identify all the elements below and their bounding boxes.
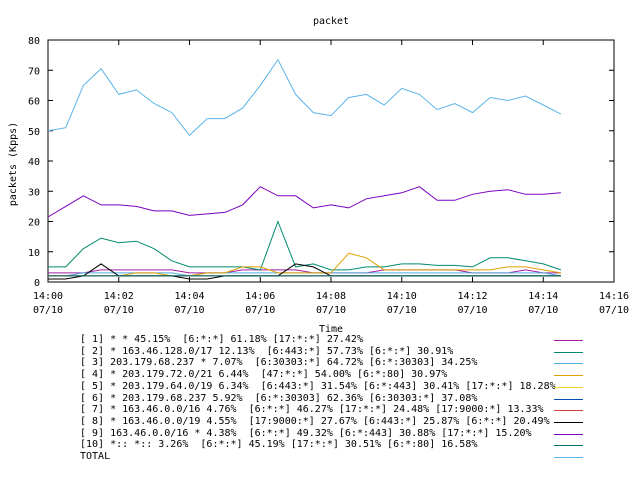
legend-item: [ 9] 163.46.0.0/16 * 4.38% [6:*:*] 49.32… [80,428,600,440]
y-tick-label: 20 [28,218,40,229]
x-tick-label: 14:08 [316,291,346,302]
x-tick-date-label: 07/10 [387,305,417,316]
x-tick-date-label: 07/10 [245,305,275,316]
legend-label: [ 3] 203.179.68.237 * 7.07% [6:30303:*] … [80,357,478,369]
legend-item: [ 7] * 163.46.0.0/16 4.76% [6:*:*] 46.27… [80,404,600,416]
x-tick-label: 14:10 [387,291,417,302]
legend-label: [ 2] * 163.46.128.0/17 12.13% [6:443:*] … [80,345,454,357]
plot-area: 0 10 20 30 40 50 60 70 80 14:00 07/10 14:02 07/10 14:… [28,36,629,316]
plot-border [47,39,615,283]
x-tick-date-label: 07/10 [316,305,346,316]
legend-item: [10] *:: *:: 3.26% [6:*:*] 45.19% [17:*:… [80,439,600,451]
y-axis-label: packets (Kpps) [8,122,19,206]
x-axis-label: Time [319,324,343,335]
legend-label: [ 1] * * 45.15% [6:*:*] 61.18% [17:*:*] … [80,334,363,345]
series-line-9 [47,186,561,218]
legend-item: [ 1] * * 45.15% [6:*:*] 61.18% [17:*:*] … [80,334,600,346]
y-tick-label: 60 [28,97,40,108]
legend-item: [ 6] * 203.179.68.237 5.92% [6:*:30303] … [80,393,600,405]
y-tick-label: 10 [28,248,40,259]
legend-item: TOTAL [80,451,600,463]
legend-item: [ 4] * 203.179.72.0/21 6.44% [47:*:*] 54… [80,369,600,381]
y-tick-label: 70 [28,66,40,77]
legend-label: [ 6] * 203.179.68.237 5.92% [6:*:30303] … [80,392,478,404]
x-tick-label: 14:00 [33,291,63,302]
x-tick-date-label: 07/10 [174,305,204,316]
legend-swatch [554,457,583,458]
series-line-2 [48,220,562,271]
series-line-11 [47,58,562,137]
legend-swatch [554,398,583,400]
y-tick-label: 50 [28,127,40,138]
legend-swatch [554,433,583,435]
x-tick-date-label: 07/10 [457,305,487,316]
legend-label: TOTAL [80,451,111,462]
legend-label: [ 4] * 203.179.72.0/21 6.44% [47:*:*] 54… [80,369,448,381]
legend-swatch [554,340,583,341]
x-tick-label: 14:12 [457,291,487,302]
legend-item: [ 5] * 203.179.64.0/19 6.34% [6:443:*] 3… [80,381,600,393]
y-tick-label: 80 [28,36,40,47]
legend-label: [ 7] * 163.46.0.0/16 4.76% [6:*:*] 46.27… [80,404,544,416]
y-tick-label: 0 [34,278,40,289]
legend-item: [ 2] * 163.46.128.0/17 12.13% [6:443:*] … [80,346,600,358]
y-tick-label: 30 [28,187,40,198]
x-tick-date-label: 07/10 [599,305,629,316]
x-tick-label: 14:16 [599,291,629,302]
x-tick-label: 14:14 [528,291,558,302]
legend-swatch [554,375,583,377]
legend-label: [ 8] * 163.46.0.0/19 4.55% [17:9000:*] 2… [80,415,550,427]
series-line-4 [48,252,561,277]
legend-swatch [554,351,583,353]
x-tick-label: 14:02 [104,291,134,302]
legend-swatch [554,421,583,423]
legend-label: [ 9] 163.46.0.0/16 * 4.38% [6:*:*] 49.32… [80,427,532,439]
legend-swatch [554,386,583,388]
x-tick-date-label: 07/10 [528,305,558,316]
x-tick-label: 14:06 [245,291,275,302]
chart-title: packet [313,16,349,27]
legend-swatch [554,363,583,365]
legend-label: [ 5] * 203.179.64.0/19 6.34% [6:443:*] 3… [80,380,556,392]
x-tick-date-label: 07/10 [104,305,134,316]
legend-label: [10] *:: *:: 3.26% [6:*:*] 45.19% [17:*:… [80,439,478,451]
legend-swatch [554,445,583,447]
legend-item: [ 3] 203.179.68.237 * 7.07% [6:30303:*] … [80,357,600,369]
y-tick-label: 40 [28,157,40,168]
legend-swatch [554,410,583,412]
x-tick-label: 14:04 [174,291,204,302]
legend-item: [ 8] * 163.46.0.0/19 4.55% [17:9000:*] 2… [80,416,600,428]
x-tick-date-label: 07/10 [33,305,63,316]
